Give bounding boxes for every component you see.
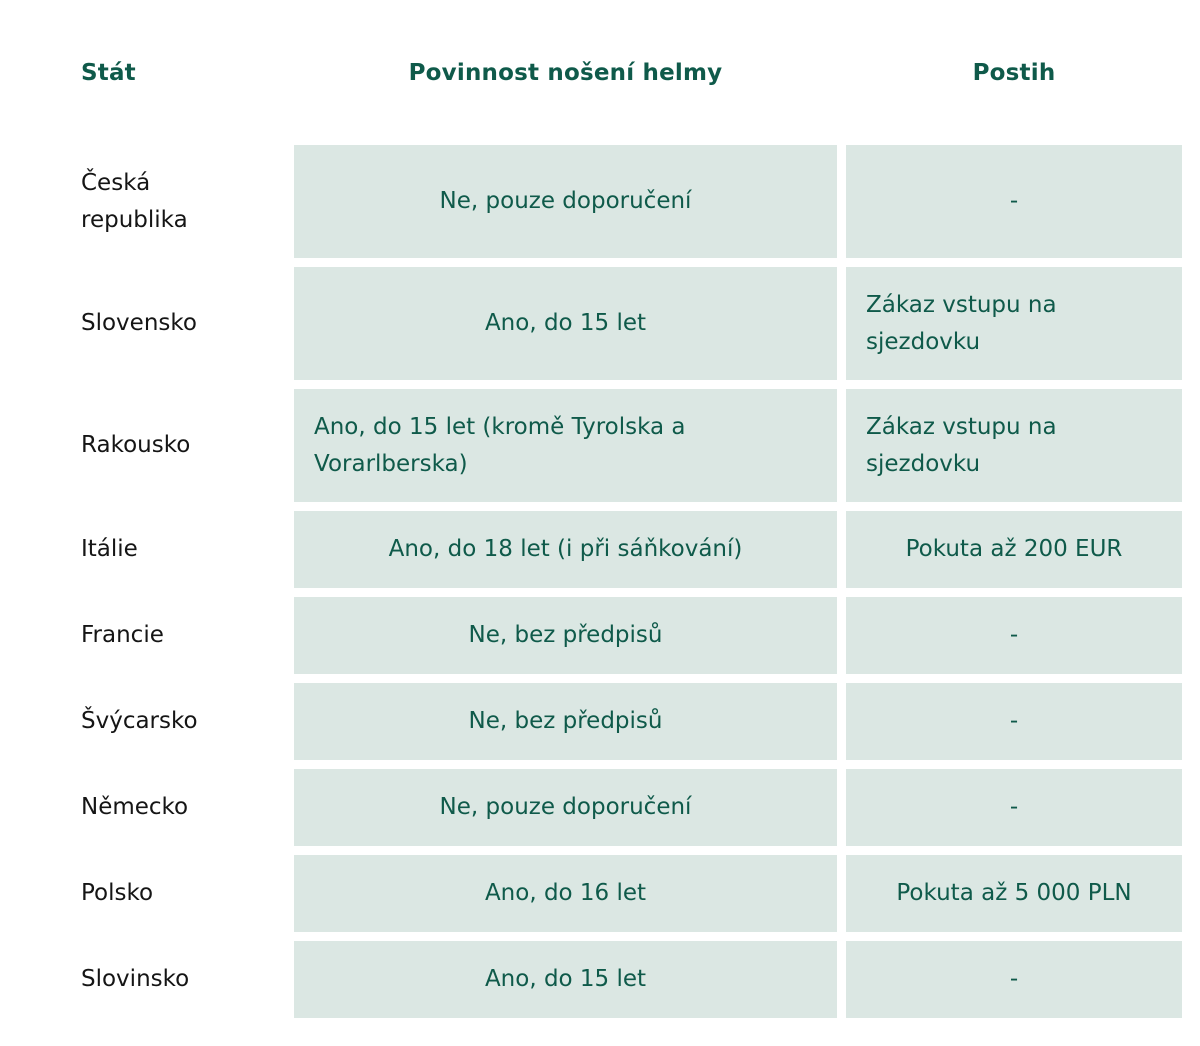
table-row-penalty: - [846,769,1182,846]
table-row-penalty: - [846,683,1182,760]
table-row-state: Francie [81,622,164,648]
table-row-state: Švýcarsko [81,708,198,734]
table-row-obligation: Ano, do 18 let (i při sáňkování) [294,511,837,588]
column-header-obligation: Povinnost nošení helmy [408,59,723,86]
table-row-obligation: Ne, bez předpisů [294,597,837,674]
table-row-state: Rakousko [81,432,191,458]
table-row-penalty: Zákaz vstupu na sjezdovku [846,389,1182,502]
column-header-penalty: Postih [972,59,1056,86]
table-row-obligation: Ano, do 15 let [294,941,837,1018]
table-row-penalty: - [846,145,1182,258]
column-header-state: Stát [81,59,136,86]
table-row-obligation: Ano, do 15 let [294,267,837,380]
table-row-state: Slovinsko [81,966,190,992]
table-row-state: Německo [81,794,189,820]
table-row-penalty: - [846,941,1182,1018]
table-row-penalty: Pokuta až 5 000 PLN [846,855,1182,932]
helmet-rules-table: Stát Povinnost nošení helmy Postih Česká… [80,0,1182,1018]
table-row-state: Česká republika [81,169,188,233]
table-row-obligation: Ne, pouze doporučení [294,769,837,846]
table-row-state: Polsko [81,880,154,906]
table-row-obligation: Ano, do 16 let [294,855,837,932]
table-row-obligation: Ne, pouze doporučení [294,145,837,258]
table-row-penalty: - [846,597,1182,674]
table-row-obligation: Ne, bez předpisů [294,683,837,760]
table-row-state: Itálie [81,536,138,562]
table-row-state: Slovensko [81,310,197,336]
table-row-penalty: Pokuta až 200 EUR [846,511,1182,588]
table-row-penalty: Zákaz vstupu na sjezdovku [846,267,1182,380]
table-row-obligation: Ano, do 15 let (kromě Tyrolska a Vorarlb… [294,389,837,502]
